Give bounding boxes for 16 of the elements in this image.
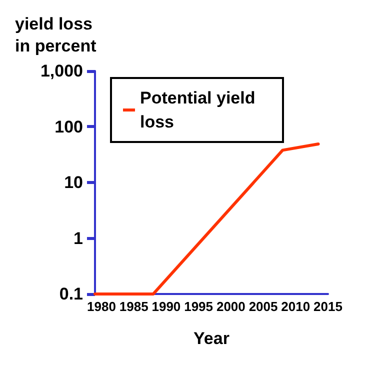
y-axis-title: yield loss in percent [15, 14, 97, 56]
legend-label: Potential yield loss [140, 88, 260, 132]
y-tick-label: 10 [64, 173, 83, 192]
x-tick-label: 1985 [119, 299, 148, 314]
x-tick-label: 1995 [184, 299, 214, 314]
y-tick-label: 0.1 [59, 284, 83, 304]
x-tick-label: 2015 [314, 299, 342, 314]
x-tick-label: 1990 [152, 299, 181, 314]
y-tick-label: 100 [54, 117, 83, 136]
x-tick-label: 2010 [281, 299, 310, 314]
x-tick-label: 2005 [248, 299, 278, 314]
x-tick-label: 2000 [216, 299, 246, 314]
y-tick-label: 1,000 [40, 62, 83, 80]
x-tick-label: 1980 [87, 299, 116, 314]
y-tick-label: 1 [74, 228, 83, 248]
x-axis-title: Year [194, 329, 230, 348]
